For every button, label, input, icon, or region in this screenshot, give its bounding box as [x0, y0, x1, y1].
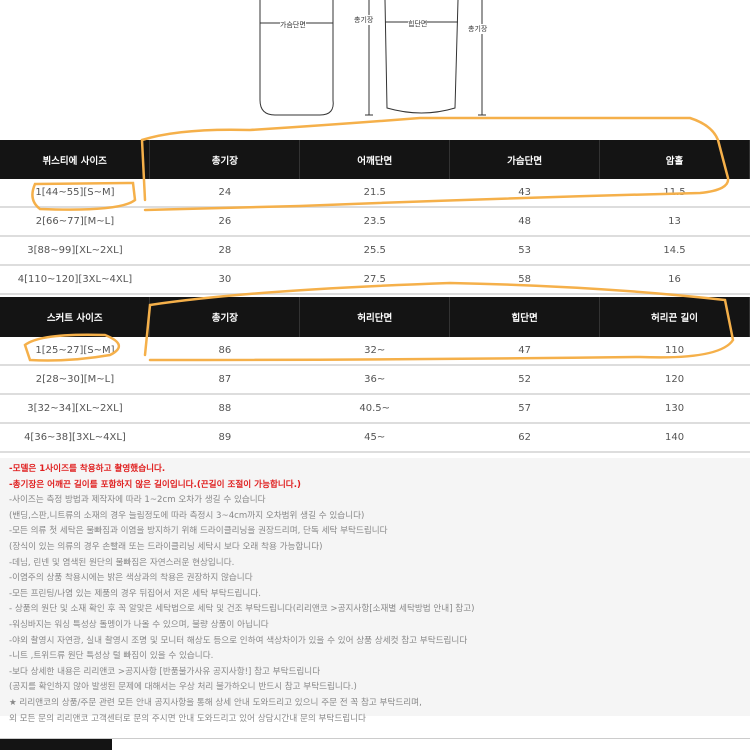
notice-line: -보다 상세한 내용은 리리앤코 >공지사항 [반품불가사유 공지사항!] 참고…: [9, 666, 321, 677]
table-header: 뷔스티에 사이즈 총기장 어깨단면 가슴단면 암홀: [0, 140, 750, 179]
footer-tab-block[interactable]: [0, 739, 112, 750]
notice-line: -모든 의류 첫 세탁은 물빠짐과 이염을 방지하기 위해 드라이클리닝을 권장…: [9, 526, 388, 537]
column-header: 힙단면: [449, 297, 601, 337]
cell: 36~: [299, 365, 450, 395]
cell: 2[28~30][M~L]: [0, 365, 150, 395]
notice-line: -이염주의 상품 착용시에는 밝은 색상과의 착용은 권장하지 않습니다: [9, 573, 253, 584]
notice-line: - 상품의 원단 및 소재 확인 후 꼭 알맞은 세탁법으로 세탁 및 건조 부…: [9, 604, 475, 615]
column-header: 뷔스티에 사이즈: [0, 140, 151, 179]
cell: 26: [149, 207, 300, 237]
column-header: 허리끈 길이: [599, 297, 750, 337]
notice-line: 외 모든 문의 리리앤코 고객센터로 문의 주시면 안내 도와드리고 있어 상담…: [9, 713, 366, 724]
cell: 58: [449, 265, 600, 295]
cell: 88: [149, 394, 300, 424]
cell: 89: [149, 423, 300, 453]
column-header: 어깨단면: [299, 140, 451, 179]
cell: 4[110~120][3XL~4XL]: [0, 265, 150, 295]
cell: 28: [149, 236, 300, 266]
cell: 62: [449, 423, 600, 453]
notice-line: ★ 리리앤코의 상품/주문 관련 모든 안내 공지사항을 통해 상세 안내 도와…: [9, 697, 422, 708]
cell: 43: [449, 179, 600, 208]
notice-line: -데님, 린넨 및 염색된 원단의 물빠짐은 자연스러운 현상입니다.: [9, 557, 235, 568]
notice-line: -워싱바지는 워싱 특성상 돌멩이가 나올 수 있으며, 불량 상품이 아닙니다: [9, 619, 269, 630]
cell: 1[25~27][S~M]: [0, 337, 150, 366]
cell: 57: [449, 394, 600, 424]
notice-red-line: -총기장은 어깨끈 길이를 포함하지 않은 길이입니다.(끈길이 조절이 가능합…: [9, 479, 301, 490]
notice-red-line: -모델은 1사이즈를 착용하고 촬영했습니다.: [9, 464, 166, 474]
cell: 87: [149, 365, 300, 395]
table-row: 3[88~99][XL~2XL] 28 25.5 53 14.5: [0, 236, 750, 266]
notice-line: (장식이 있는 의류의 경우 손빨래 또는 드라이클리닝 세탁시 보다 오래 착…: [9, 541, 323, 552]
cell: 40.5~: [299, 394, 450, 424]
cell: 53: [449, 236, 600, 266]
notice-line: -니트 ,트위드류 원단 특성상 털 빠짐이 있을 수 있습니다.: [9, 651, 214, 662]
cell: 120: [599, 365, 750, 395]
cell: 110: [599, 337, 750, 366]
table-row: 1[44~55][S~M] 24 21.5 43 11.5: [0, 179, 750, 208]
notice-line: (공지를 확인하지 않아 발생된 문제에 대해서는 우상 처리 불가하오니 반드…: [9, 682, 357, 693]
table-row: 2[28~30][M~L] 87 36~ 52 120: [0, 365, 750, 395]
hip-label: 힙단면: [408, 19, 428, 29]
cell: 47: [449, 337, 600, 366]
column-header: 암홀: [599, 140, 750, 179]
cell: 21.5: [299, 179, 450, 208]
length-label: 총기장: [354, 15, 374, 25]
size-diagram: [259, 0, 486, 116]
cell: 45~: [299, 423, 450, 453]
cell: 25.5: [299, 236, 450, 266]
footer-divider: [0, 738, 750, 739]
column-header: 스커트 사이즈: [0, 297, 151, 337]
notice-line: (밴딩,스판,니트류의 소재의 경우 늘림정도에 따라 측정시 3~4cm까지 …: [9, 510, 365, 521]
cell: 23.5: [299, 207, 450, 237]
cell: 48: [449, 207, 600, 237]
cell: 13: [599, 207, 750, 237]
cell: 3[32~34][XL~2XL]: [0, 394, 150, 424]
cell: 27.5: [299, 265, 450, 295]
cell: 86: [149, 337, 300, 366]
table-row: 2[66~77][M~L] 26 23.5 48 13: [0, 207, 750, 237]
column-header: 총기장: [149, 297, 301, 337]
table-row: 4[110~120][3XL~4XL] 30 27.5 58 16: [0, 265, 750, 295]
length-label: 총기장: [468, 24, 488, 34]
cell: 4[36~38][3XL~4XL]: [0, 423, 150, 453]
cell: 11.5: [599, 179, 750, 208]
table-header: 스커트 사이즈 총기장 허리단면 힙단면 허리끈 길이: [0, 297, 750, 337]
cell: 2[66~77][M~L]: [0, 207, 150, 237]
cell: 52: [449, 365, 600, 395]
notice-line: -모든 프린팅/나염 있는 제품의 경우 뒤집어서 저온 세탁 부탁드립니다.: [9, 588, 261, 599]
cell: 130: [599, 394, 750, 424]
column-header: 허리단면: [299, 297, 451, 337]
product-notice: -모델은 1사이즈를 착용하고 촬영했습니다. -총기장은 어깨끈 길이를 포함…: [0, 458, 750, 724]
cell: 14.5: [599, 236, 750, 266]
cell: 32~: [299, 337, 450, 366]
notice-line: -사이즈는 측정 방법과 제작자에 따라 1~2cm 오차가 생길 수 있습니다: [9, 495, 266, 506]
column-header: 총기장: [149, 140, 301, 179]
column-header: 가슴단면: [449, 140, 601, 179]
skirt-outline: [384, 0, 486, 116]
cell: 3[88~99][XL~2XL]: [0, 236, 150, 266]
skirt-size-table: 스커트 사이즈 총기장 허리단면 힙단면 허리끈 길이 1[25~27][S~M…: [0, 297, 750, 453]
chest-label: 가슴단면: [280, 20, 306, 30]
table-row: 4[36~38][3XL~4XL] 89 45~ 62 140: [0, 423, 750, 453]
cell: 30: [149, 265, 300, 295]
cell: 24: [149, 179, 300, 208]
notice-line: -야외 촬영시 자연광, 실내 촬영시 조명 및 모니터 해상도 등으로 인하여…: [9, 635, 468, 646]
table-row: 3[32~34][XL~2XL] 88 40.5~ 57 130: [0, 394, 750, 424]
cell: 140: [599, 423, 750, 453]
bustier-size-table: 뷔스티에 사이즈 총기장 어깨단면 가슴단면 암홀 1[44~55][S~M] 2…: [0, 140, 750, 295]
cell: 16: [599, 265, 750, 295]
table-row: 1[25~27][S~M] 86 32~ 47 110: [0, 337, 750, 366]
cell: 1[44~55][S~M]: [0, 179, 150, 208]
